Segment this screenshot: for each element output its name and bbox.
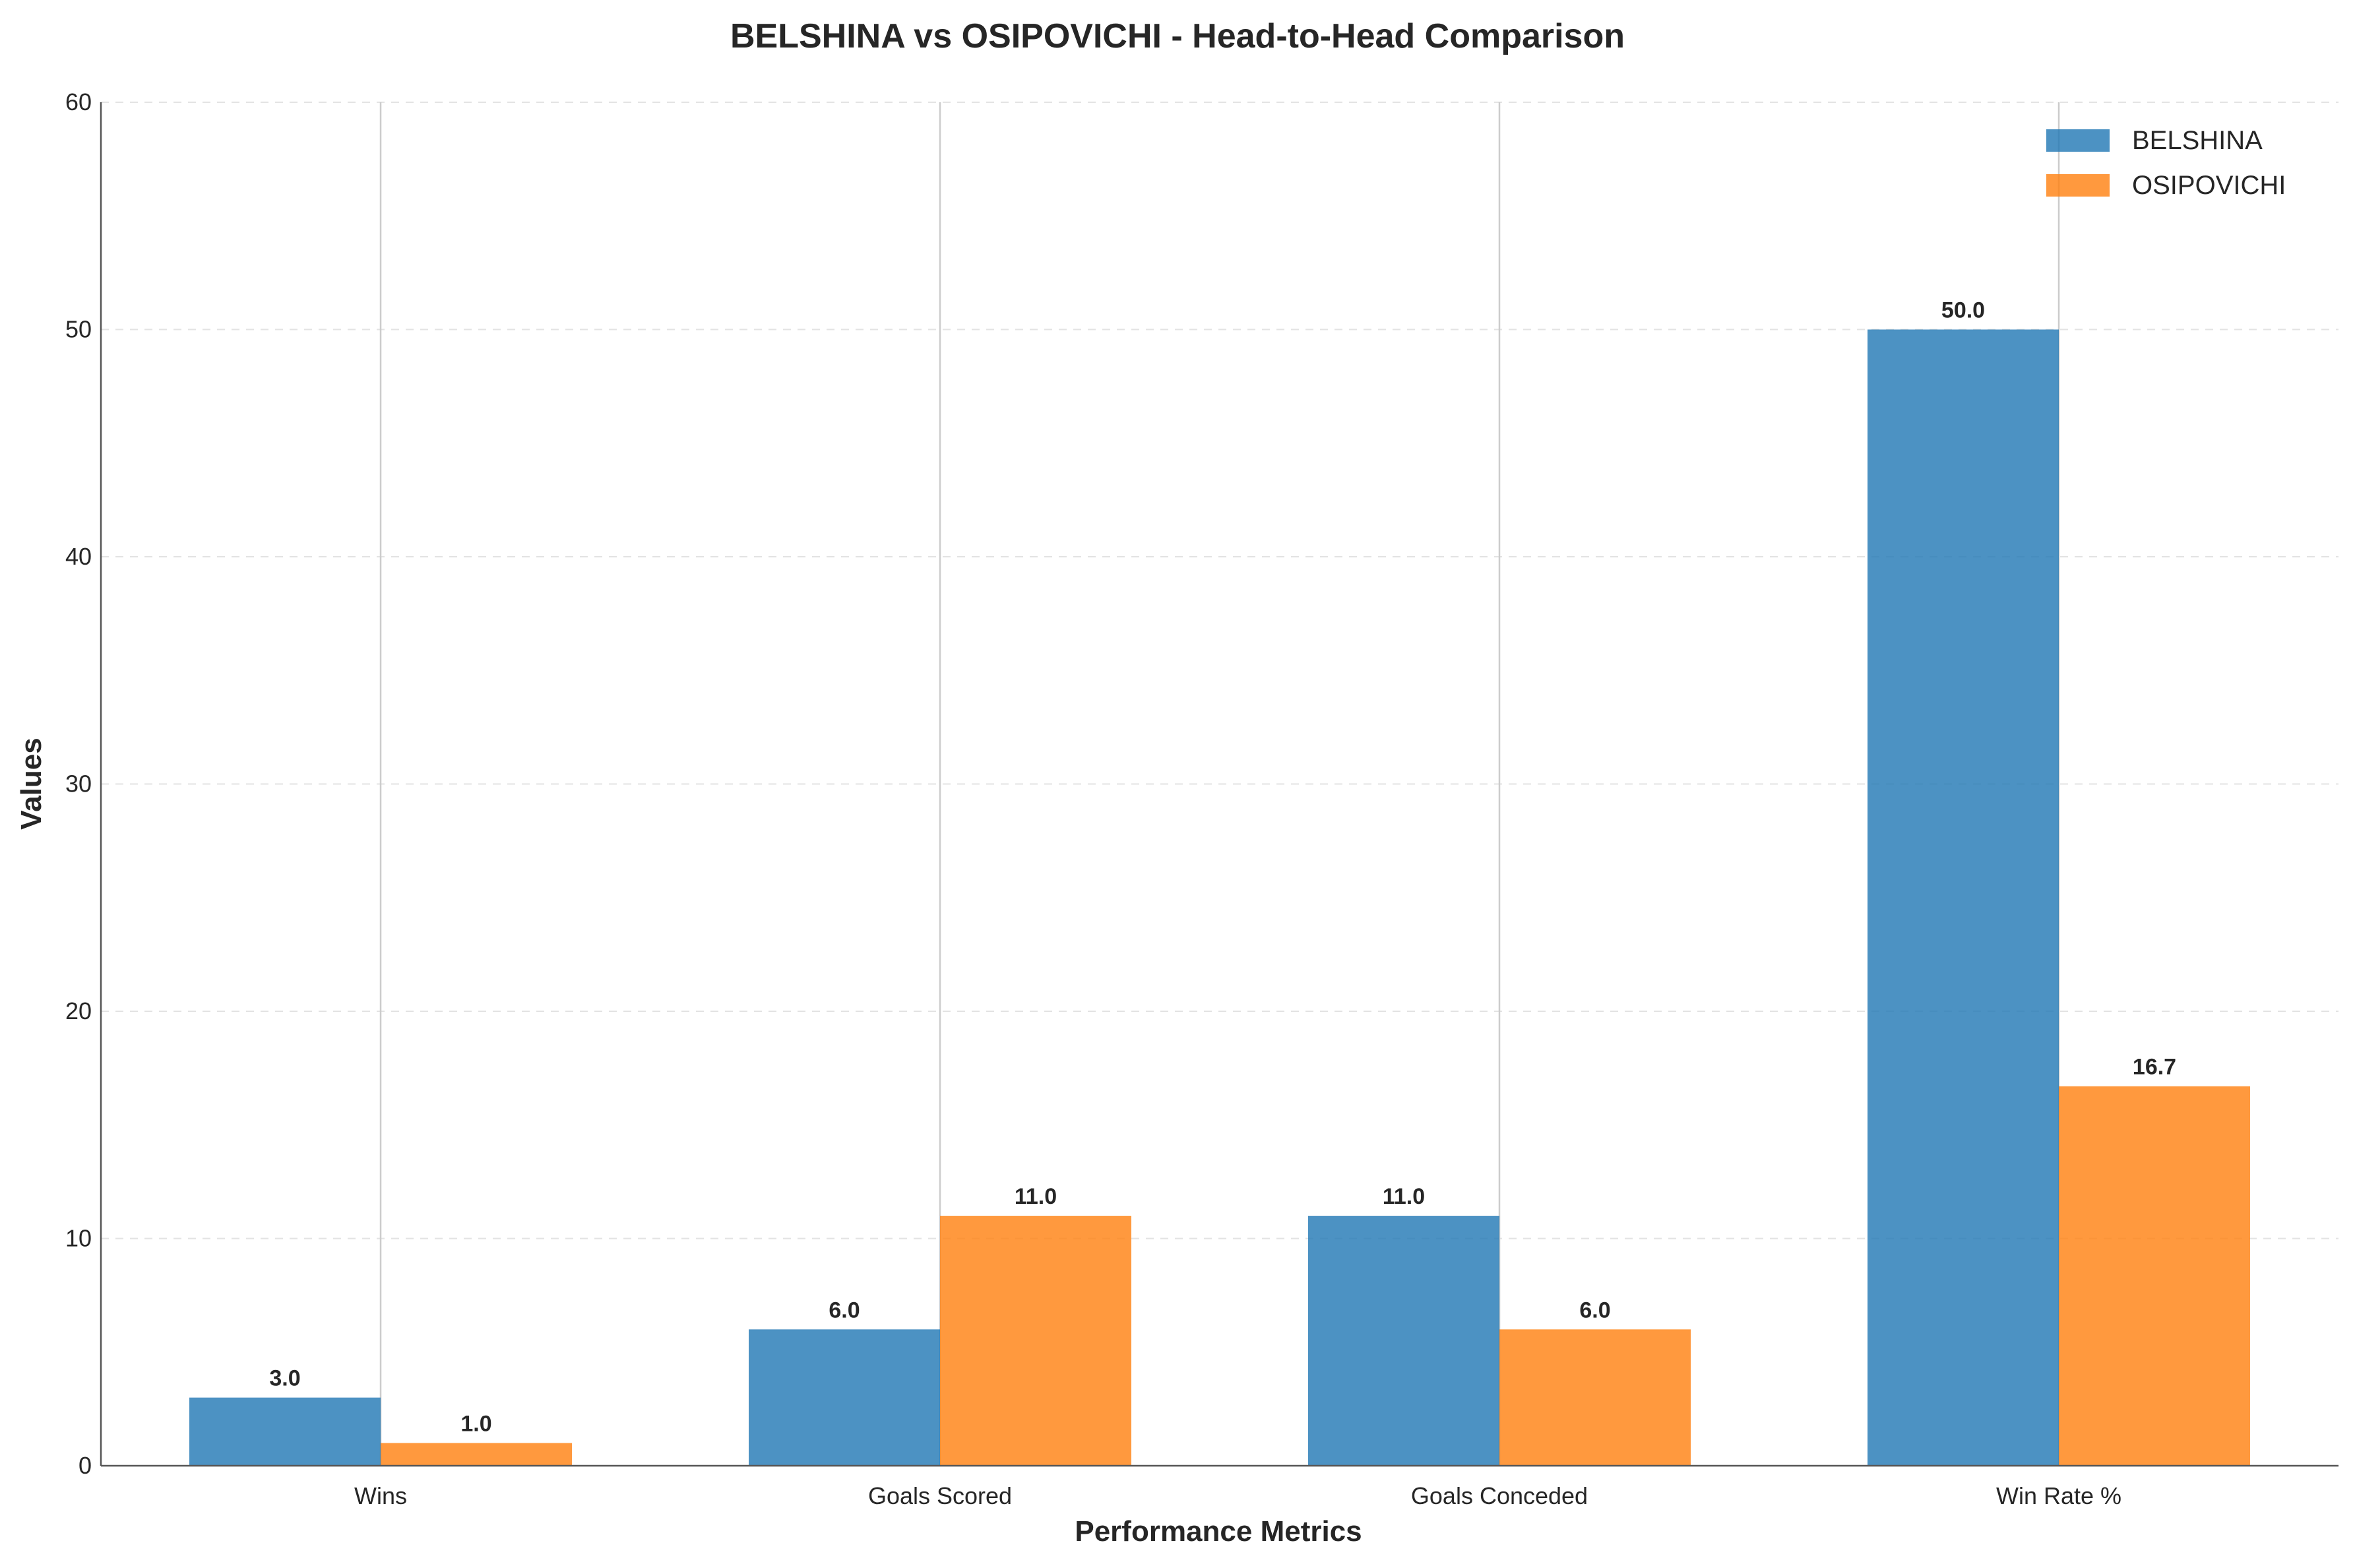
legend-label: BELSHINA <box>2132 126 2263 155</box>
x-tick-label: Goals Conceded <box>1411 1482 1588 1509</box>
bar-osipovichi <box>2059 1086 2250 1466</box>
legend-label: OSIPOVICHI <box>2132 171 2286 200</box>
y-axis-label: Values <box>15 737 47 829</box>
bar-belshina <box>749 1329 940 1466</box>
bars <box>189 329 2250 1466</box>
x-tick-label: Goals Scored <box>868 1482 1012 1509</box>
legend-swatch <box>2046 174 2110 197</box>
bar-value-label: 6.0 <box>1579 1298 1610 1323</box>
y-tick-label: 30 <box>65 770 92 798</box>
y-tick-label: 40 <box>65 543 92 570</box>
x-tick-label: Wins <box>354 1482 407 1509</box>
bar-value-label: 11.0 <box>1383 1184 1425 1209</box>
legend-swatch <box>2046 129 2110 152</box>
bar-value-label: 3.0 <box>269 1366 300 1391</box>
y-tick-label: 60 <box>65 88 92 115</box>
y-tick-label: 20 <box>65 997 92 1024</box>
chart-title: BELSHINA vs OSIPOVICHI - Head-to-Head Co… <box>730 17 1625 55</box>
axes: 0 10 20 30 40 50 60 Wins Goals Scored Goals Conce… <box>65 88 2339 1509</box>
bar-belshina <box>1308 1216 1499 1466</box>
y-tick-label: 0 <box>78 1452 92 1479</box>
bar-belshina <box>1868 329 2059 1466</box>
y-tick-label: 50 <box>65 316 92 343</box>
y-tick-label: 10 <box>65 1225 92 1252</box>
x-axis-label: Performance Metrics <box>1075 1515 1362 1548</box>
bar-osipovichi <box>381 1443 572 1466</box>
legend: BELSHINA OSIPOVICHI <box>2046 126 2286 200</box>
x-tick-label: Win Rate % <box>1996 1482 2121 1509</box>
bar-value-label: 11.0 <box>1015 1184 1057 1209</box>
bar-value-label: 6.0 <box>829 1298 860 1323</box>
bar-osipovichi <box>1499 1329 1691 1466</box>
bar-value-label: 16.7 <box>2133 1055 2176 1080</box>
bar-value-label: 50.0 <box>1941 298 1985 323</box>
bar-value-label: 1.0 <box>460 1412 491 1437</box>
bar-osipovichi <box>940 1216 1131 1466</box>
value-labels: 3.0 6.0 11.0 50.0 1.0 11.0 6.0 16.7 <box>269 298 2176 1437</box>
bar-belshina <box>189 1397 381 1466</box>
